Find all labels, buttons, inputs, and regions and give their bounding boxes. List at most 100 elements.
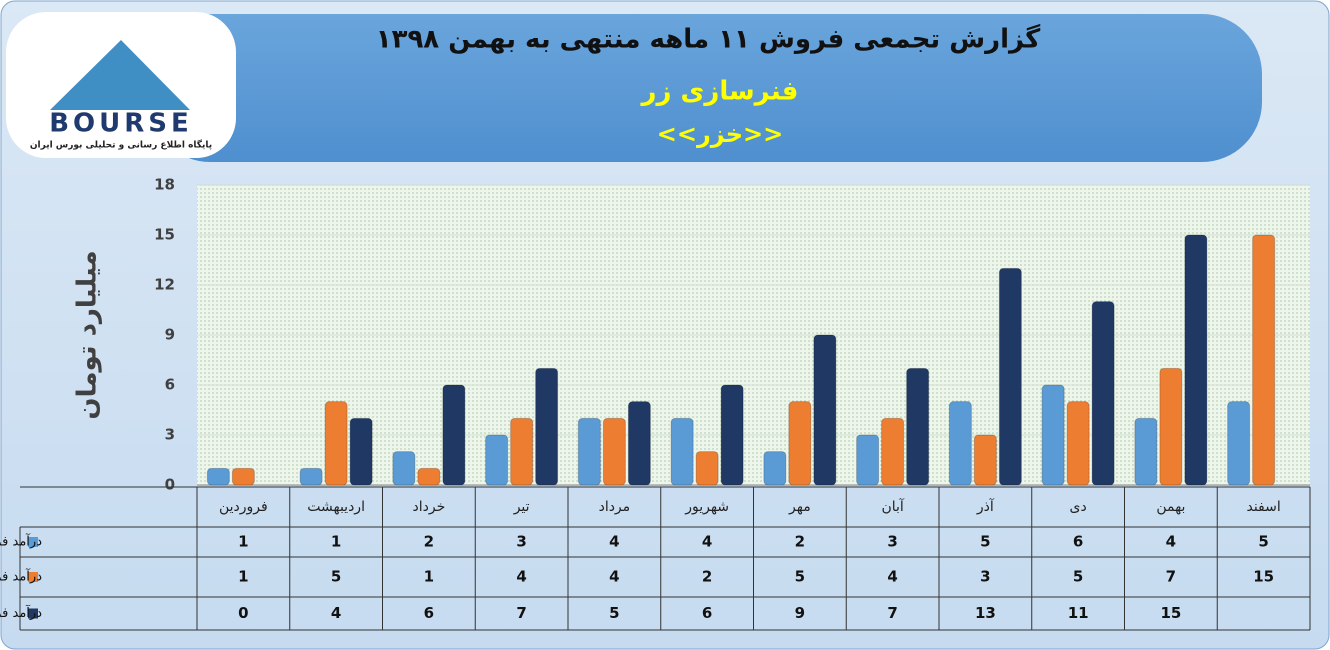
table-cell: 7 (516, 604, 526, 622)
y-tick-label: 15 (154, 226, 175, 244)
chart-title: گزارش تجمعی فروش ۱۱ ماهه منتهی به بهمن ۱… (376, 24, 1041, 55)
table-cell: 1 (331, 533, 341, 551)
table-cell: 3 (980, 568, 990, 586)
bar (720, 384, 744, 486)
bar (788, 401, 812, 486)
bar (577, 417, 601, 486)
table-cell: 5 (609, 604, 619, 622)
table-cell: 9 (795, 604, 805, 622)
table-cell: 15 (1253, 568, 1274, 586)
x-tick-label: بهمن (1156, 499, 1185, 515)
chart-subtitle: فنرسازی زر (640, 77, 799, 107)
bar (299, 467, 323, 486)
table-cell: 4 (516, 568, 526, 586)
bar (881, 417, 905, 486)
header-banner (150, 14, 1262, 162)
legend-label: درآمد فروش سال۹۷ (0, 568, 42, 585)
table-cell: 2 (702, 568, 712, 586)
table-cell: 4 (609, 533, 619, 551)
logo-shape (50, 40, 190, 110)
bar (485, 434, 509, 486)
bar (1184, 234, 1208, 486)
table-cell: 4 (1166, 533, 1176, 551)
bar (627, 401, 651, 486)
bar (763, 451, 787, 486)
x-tick-label: مرداد (599, 499, 631, 515)
bar (510, 417, 534, 486)
annotation: <<خزر>> (657, 120, 783, 148)
x-tick-label: آبان (881, 498, 904, 515)
x-tick-label: اردیبهشت (307, 499, 365, 515)
y-tick-label: 18 (154, 176, 175, 194)
table-cell: 4 (702, 533, 712, 551)
bar (906, 367, 930, 486)
bar (1091, 301, 1115, 486)
table-cell: 0 (238, 604, 248, 622)
bar (1066, 401, 1090, 486)
x-tick-label: شهریور (684, 499, 729, 515)
bar (813, 334, 837, 486)
table-cell: 5 (795, 568, 805, 586)
table-cell: 4 (887, 568, 897, 586)
table-cell: 3 (516, 533, 526, 551)
y-tick-label: 9 (165, 326, 175, 344)
legend-label: درآمد فروش سال۹۸ (0, 604, 42, 621)
bar (1252, 234, 1276, 486)
y-tick-label: 3 (165, 426, 175, 444)
bar (417, 467, 441, 486)
bar (1134, 417, 1158, 486)
legend-swatch (28, 608, 38, 619)
x-tick-label: تیر (513, 499, 530, 515)
x-tick-label: دی (1070, 499, 1087, 515)
bar (602, 417, 626, 486)
table-cell: 1 (238, 568, 248, 586)
y-tick-label: 12 (154, 276, 175, 294)
table-cell: 3 (887, 533, 897, 551)
table-cell: 11 (1068, 604, 1089, 622)
table-cell: 15 (1160, 604, 1181, 622)
table-cell: 4 (331, 604, 341, 622)
bar (324, 401, 348, 486)
table-cell: 1 (424, 568, 434, 586)
table-cell: 6 (702, 604, 712, 622)
x-tick-label: آذر (976, 498, 995, 515)
table-cell: 5 (331, 568, 341, 586)
x-tick-label: خرداد (413, 499, 446, 515)
logo-tagline: پایگاه اطلاع رسانی و تحلیلی بورس ایران (30, 139, 212, 151)
bar (206, 467, 230, 486)
legend-swatch (28, 572, 38, 582)
table-cell: 13 (975, 604, 996, 622)
x-tick-label: اسفند (1246, 499, 1280, 515)
bar (1041, 384, 1065, 486)
logo-text: BOURSE (49, 109, 193, 139)
x-tick-label: فروردین (219, 499, 268, 515)
table-cell: 6 (1073, 533, 1083, 551)
table-cell: 5 (1073, 568, 1083, 586)
table-cell: 4 (609, 568, 619, 586)
y-axis-label: میلیارد تومان (73, 250, 103, 419)
x-tick-label: مهر (788, 499, 811, 515)
bar (349, 417, 373, 486)
bar (695, 451, 719, 486)
bar (442, 384, 466, 486)
bar (670, 417, 694, 486)
table-cell: 7 (887, 604, 897, 622)
bar (948, 401, 972, 486)
table-cell: 7 (1166, 568, 1176, 586)
table-cell: 2 (424, 533, 434, 551)
bar (856, 434, 880, 486)
bar (973, 434, 997, 486)
y-tick-label: 0 (165, 476, 175, 494)
table-cell: 5 (1258, 533, 1268, 551)
legend-swatch (28, 537, 38, 547)
bar (998, 267, 1022, 486)
table-cell: 5 (980, 533, 990, 551)
table-cell: 1 (238, 533, 248, 551)
bar (231, 467, 255, 486)
legend-label: درآمد فروش سال۹۶ (0, 533, 42, 550)
bar (1227, 401, 1251, 486)
bar (1159, 367, 1183, 486)
y-tick-label: 6 (165, 376, 175, 394)
bar (535, 367, 559, 486)
